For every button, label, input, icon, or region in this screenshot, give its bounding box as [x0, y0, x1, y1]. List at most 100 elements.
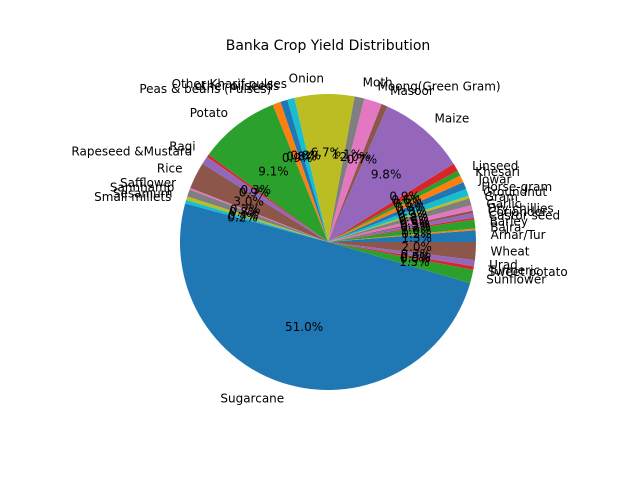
slice-barley: [328, 219, 476, 242]
pct-peas-beans-pulses: 0.9%: [282, 151, 313, 165]
label-garlic: Garlic: [486, 197, 521, 211]
label-coriander: Coriander: [488, 205, 547, 219]
slice-rice: [190, 163, 328, 242]
pct-coriander: 0.5%: [400, 219, 431, 233]
label-sugarcane: Sugarcane: [220, 391, 284, 405]
slice-rapeseed-mustard: [202, 156, 328, 242]
label-maize: Maize: [435, 111, 470, 125]
pct-bajra: 0.2%: [401, 227, 432, 241]
label-moong-green-gram: Moong(Green Gram): [378, 79, 501, 93]
label-peas-beans-pulses: Peas & beans (Pulses): [139, 82, 271, 96]
pct-other-kharif-pulses: 0.8%: [290, 149, 321, 163]
pct-onion: 6.7%: [311, 146, 342, 160]
label-sesamum: Sesamum: [113, 186, 173, 200]
slice-maize: [328, 106, 454, 242]
pct-rice: 3.0%: [233, 195, 264, 209]
slice-dry-chillies: [328, 210, 474, 242]
label-masoor: Masoor: [390, 84, 434, 98]
pct-jowar: 0.8%: [395, 201, 426, 215]
label-gram: Gram: [485, 190, 518, 204]
slice-castor-seed: [328, 217, 475, 242]
label-turmeric: Turmeric: [487, 263, 540, 277]
pct-other-oilseeds: 0.8%: [286, 150, 317, 164]
pct-safflower: 0.2%: [230, 203, 261, 217]
pct-potato: 9.1%: [258, 164, 289, 178]
pct-ragi: 0.3%: [241, 183, 272, 197]
slice-urad: [328, 242, 475, 267]
slice-turmeric: [328, 242, 474, 270]
slice-sannhamp: [187, 189, 328, 242]
pct-sannhamp: 0.8%: [229, 205, 260, 219]
slice-sesamum: [186, 196, 328, 242]
pie-slices: [179, 94, 476, 391]
label-wheat: Wheat: [490, 244, 529, 258]
label-barley: Barley: [490, 215, 528, 229]
slice-coriander: [328, 213, 474, 242]
label-jowar: Jowar: [477, 172, 511, 186]
label-sunflower: Sunflower: [486, 273, 546, 287]
label-linseed: Linseed: [472, 159, 518, 173]
pct-gram: 0.8%: [398, 210, 429, 224]
pct-garlic: 0.6%: [399, 214, 430, 228]
slice-bajra: [328, 228, 476, 242]
label-safflower: Safflower: [120, 176, 176, 190]
label-sannhamp: Sannhamp: [110, 181, 174, 195]
pct-groundnut: 0.3%: [397, 207, 428, 221]
label-other-kharif-pulses: Other Kharif pulses: [172, 77, 287, 91]
slice-potato: [208, 104, 328, 242]
pct-sweet-potato: 0.0%: [400, 251, 431, 265]
label-other-oilseeds: other oilseeds: [195, 79, 280, 93]
pct-dry-chillies: 0.3%: [400, 216, 431, 230]
label-arhar-tur: Arhar/Tur: [491, 228, 546, 242]
slice-jowar: [328, 182, 467, 242]
pct-small-millets: 0.2%: [227, 210, 258, 224]
label-moth: Moth: [363, 75, 393, 89]
label-ragi: Ragi: [169, 140, 195, 154]
pct-rapeseed-mustard: 0.9%: [239, 185, 270, 199]
pct-barley: 1.0%: [401, 224, 432, 238]
slice-horse-gram: [328, 188, 469, 242]
slice-linseed: [328, 170, 461, 242]
label-khesari: Khesari: [475, 165, 520, 179]
pct-horse-gram: 0.8%: [396, 205, 427, 219]
label-small-millets: Small millets: [94, 190, 171, 204]
slice-arhar-tur: [328, 230, 476, 242]
label-castor-seed: Castor seed: [489, 209, 560, 223]
label-potato: Potato: [190, 106, 228, 120]
label-rapeseed-mustard: Rapeseed &Mustard: [71, 145, 192, 159]
pct-sugarcane: 51.0%: [285, 320, 323, 334]
slice-masoor: [328, 104, 388, 242]
slice-gram: [328, 198, 472, 242]
pct-castor-seed: 0.2%: [400, 220, 431, 234]
pct-arhar-tur: 1.3%: [401, 231, 432, 245]
label-dry-chillies: Dry chillies: [487, 201, 553, 215]
label-horse-gram: Horse-gram: [481, 180, 552, 194]
slice-sunflower: [328, 242, 474, 284]
pct-unlabeled: 0.9%: [389, 190, 420, 204]
label-groundnut: Groundnut: [483, 185, 547, 199]
slice-sugarcane: [179, 203, 471, 391]
pct-masoor: 0.7%: [347, 152, 378, 166]
slice-unlabeled: [328, 163, 458, 242]
pct-sunflower: 1.5%: [399, 255, 430, 269]
label-urad: Urad: [489, 258, 518, 272]
pct-sesamum: 0.4%: [228, 208, 259, 222]
pie-percent-labels: 1.3%0.2%1.0%0.2%0.5%0.3%0.6%0.8%0.3%0.8%…: [227, 146, 432, 334]
slice-peas-beans-pulses: [272, 101, 328, 242]
chart-title: Banka Crop Yield Distribution: [226, 38, 431, 54]
slice-onion: [294, 94, 355, 243]
slice-garlic: [328, 205, 473, 242]
pct-turmeric: 0.5%: [400, 250, 431, 264]
slice-small-millets: [185, 199, 328, 242]
pct-maize: 9.8%: [371, 167, 402, 181]
pct-moth: 1.1%: [332, 148, 363, 162]
pct-linseed: 0.6%: [391, 193, 422, 207]
pct-wheat: 2.0%: [401, 240, 432, 254]
slice-wheat: [328, 242, 476, 261]
slice-moong-green-gram: [328, 98, 382, 242]
label-rice: Rice: [157, 161, 183, 175]
label-sweet-potato: Sweet potato: [488, 265, 568, 279]
label-bajra: Bajra: [490, 221, 521, 235]
